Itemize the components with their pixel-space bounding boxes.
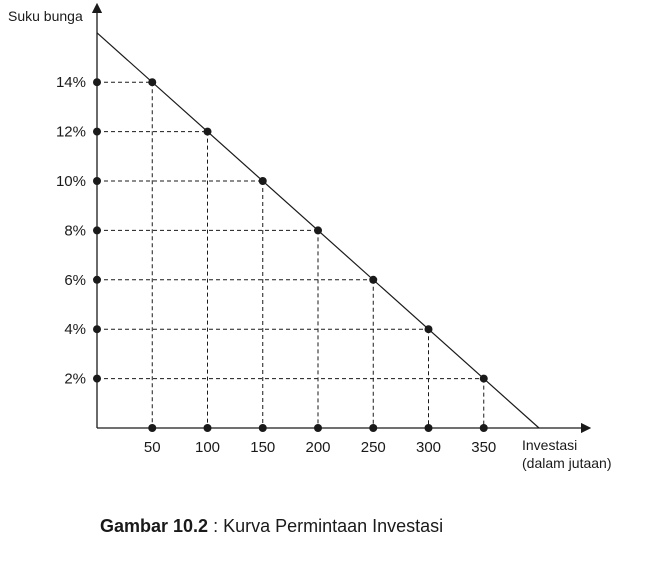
x-tick-label-1: 100	[195, 439, 220, 456]
y-tick-label-1: 4%	[64, 321, 86, 338]
y-axis-label: Suku bunga	[8, 8, 83, 24]
dashed-guides	[97, 81, 485, 428]
y-tick-label-6: 14%	[56, 74, 86, 91]
data-point-4	[369, 275, 378, 284]
data-points	[148, 78, 488, 383]
caption-text: Kurva Permintaan Investasi	[223, 516, 444, 536]
x-tick-label-4: 250	[361, 439, 386, 456]
x-tick-label-6: 350	[471, 439, 496, 456]
x-axis-sublabel: (dalam jutaan)	[522, 455, 612, 471]
y-axis-dot-5	[93, 127, 101, 136]
caption-label: Gambar 10.2	[100, 516, 209, 536]
y-tick-label-5: 12%	[56, 124, 86, 141]
y-axis-dot-6	[93, 78, 101, 87]
x-axis-dot-0	[148, 424, 157, 432]
y-tick-label-0: 2%	[64, 371, 86, 388]
y-axis-dot-3	[93, 226, 101, 235]
y-tick-label-3: 8%	[64, 222, 86, 239]
y-axis-dot-1	[93, 325, 101, 334]
data-point-5	[424, 325, 433, 334]
y-axis-dot-2	[93, 275, 101, 284]
y-tick-labels: 2% 4% 6% 8% 10% 12% 14%	[56, 74, 86, 387]
figure-caption: Gambar 10.2 : Kurva Permintaan Investasi	[100, 516, 443, 537]
data-point-2	[258, 177, 267, 185]
x-tick-label-0: 50	[144, 439, 161, 456]
x-axis-dot-6	[479, 424, 488, 432]
y-tick-label-4: 10%	[56, 173, 86, 190]
x-axis-dot-2	[258, 424, 267, 432]
x-axis-dot-3	[314, 424, 322, 432]
data-point-1	[203, 127, 212, 136]
x-axis-dot-1	[203, 424, 212, 432]
y-axis-dot-0	[93, 374, 101, 383]
y-tick-label-2: 6%	[64, 272, 86, 289]
data-point-3	[314, 226, 322, 235]
x-axis-dot-5	[424, 424, 433, 432]
caption-separator: :	[208, 516, 224, 536]
x-axis-label: Investasi	[522, 437, 577, 453]
x-tick-label-3: 200	[305, 439, 330, 456]
y-axis-dot-4	[93, 177, 101, 185]
data-point-6	[479, 374, 488, 383]
data-point-0	[148, 78, 157, 87]
x-tick-label-2: 150	[250, 439, 275, 456]
investment-demand-chart: 2% 4% 6% 8% 10% 12% 14% 50 100 150 200 250 300 350 S…	[8, 2, 612, 471]
axis-dots	[93, 78, 488, 432]
x-tick-label-5: 300	[416, 439, 441, 456]
x-tick-labels: 50 100 150 200 250 300 350	[144, 439, 496, 456]
x-axis-dot-4	[369, 424, 378, 432]
